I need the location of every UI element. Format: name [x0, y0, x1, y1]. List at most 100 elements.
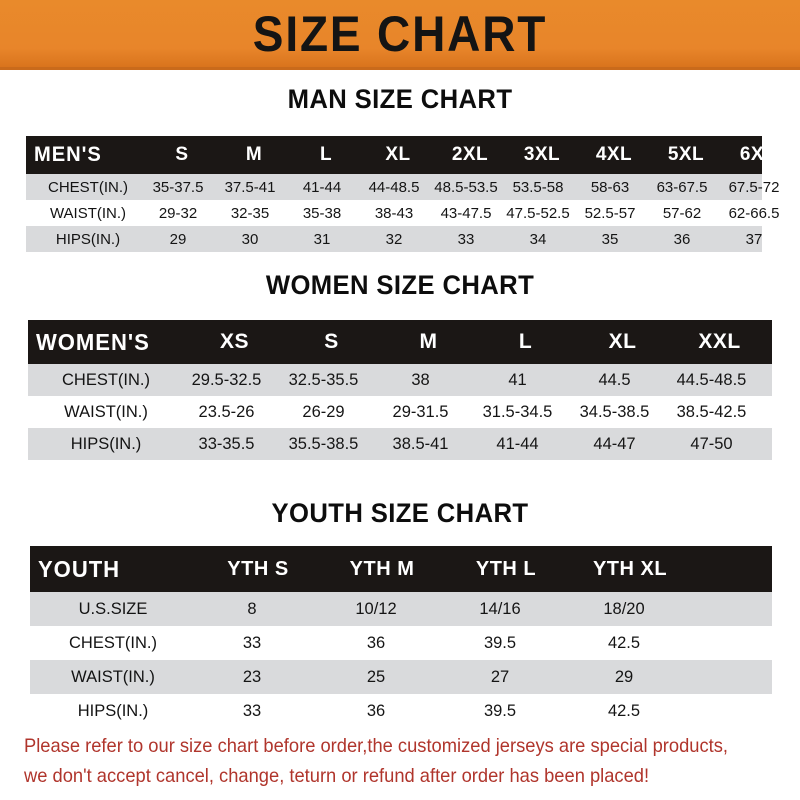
- measurement-value: 18/20: [603, 599, 645, 618]
- column-header-s: S: [175, 144, 189, 165]
- section-title-youth: YOUTH SIZE CHART: [271, 498, 529, 528]
- measurement-value: 44-48.5: [368, 178, 420, 196]
- table-header-label: MEN'S: [34, 143, 102, 166]
- measurement-value: 62-66.5: [728, 204, 780, 222]
- measurement-value: 36: [366, 701, 386, 720]
- measurement-value: 42.5: [607, 633, 641, 652]
- measurement-value: 41: [508, 370, 527, 389]
- measurement-value: 37.5-41: [224, 178, 276, 196]
- measurement-value: 38-43: [374, 204, 414, 222]
- table-row: HIPS(IN.) 29 30 31 32 33 34 35 36 37: [26, 226, 762, 252]
- page-title: SIZE CHART: [252, 5, 548, 62]
- measurement-value: 29.5-32.5: [191, 370, 262, 389]
- table-header-label: YOUTH: [38, 555, 121, 582]
- column-header-l: L: [319, 144, 333, 165]
- measurement-value: 38: [411, 370, 430, 389]
- measurement-value: 33: [242, 633, 262, 652]
- column-header-yth-s: YTH S: [227, 557, 289, 580]
- measurement-value: 27: [490, 667, 510, 686]
- measurement-value: 41-44: [496, 434, 539, 453]
- measurement-value: 63-67.5: [656, 178, 708, 196]
- row-label: HIPS(IN.): [77, 701, 149, 720]
- measurement-value: 32.5-35.5: [288, 370, 359, 389]
- measurement-value: 25: [366, 667, 386, 686]
- measurement-value: 34: [529, 230, 547, 248]
- table-header-row: YOUTH YTH S YTH M YTH L YTH XL: [30, 546, 772, 592]
- measurement-value: 23.5-26: [198, 402, 255, 421]
- row-label: CHEST(IN.): [69, 633, 157, 652]
- measurement-value: 31.5-34.5: [482, 402, 553, 421]
- row-label: CHEST(IN.): [48, 178, 128, 196]
- table-header-row: WOMEN'S XS S M L XL XXL: [28, 320, 772, 364]
- column-header-m: M: [245, 144, 263, 165]
- order-policy-note-line-2: we don't accept cancel, change, teturn o…: [24, 765, 650, 787]
- page-banner: SIZE CHART: [0, 0, 800, 70]
- row-label: WAIST(IN.): [71, 667, 155, 686]
- table-row: HIPS(IN.) 33-35.5 35.5-38.5 38.5-41 41-44 44-…: [28, 428, 772, 460]
- measurement-value: 8: [247, 599, 257, 618]
- column-header-2xl: 2XL: [451, 144, 489, 165]
- measurement-value: 31: [313, 230, 331, 248]
- section-title-women: WOMEN SIZE CHART: [265, 270, 535, 300]
- measurement-value: 32: [385, 230, 403, 248]
- man-size-chart-table: MEN'S S M L XL 2XL 3XL 4XL 5XL 6XL CHEST(IN.) 35-37…: [26, 136, 779, 252]
- measurement-value: 52.5-57: [584, 204, 636, 222]
- measurement-value: 23: [242, 667, 262, 686]
- measurement-value: 26-29: [302, 402, 345, 421]
- measurement-value: 48.5-53.5: [434, 178, 498, 196]
- measurement-value: 37: [745, 230, 763, 248]
- measurement-value: 35: [601, 230, 619, 248]
- row-label: WAIST(IN.): [49, 204, 127, 222]
- column-header-l: L: [518, 330, 533, 353]
- measurement-value: 33-35.5: [198, 434, 255, 453]
- row-label: HIPS(IN.): [55, 230, 121, 248]
- measurement-value: 47.5-52.5: [506, 204, 570, 222]
- column-header-s: S: [324, 330, 339, 353]
- measurement-value: 42.5: [607, 701, 641, 720]
- measurement-value: 39.5: [483, 633, 517, 652]
- column-header-5xl: 5XL: [667, 144, 705, 165]
- row-label: WAIST(IN.): [64, 402, 148, 421]
- table-row: U.S.SIZE 8 10/12 14/16 18/20: [30, 592, 772, 626]
- column-header-3xl: 3XL: [523, 144, 561, 165]
- measurement-value: 14/16: [479, 599, 521, 618]
- measurement-value: 35-38: [302, 204, 342, 222]
- column-header-xs: XS: [219, 330, 249, 353]
- measurement-value: 30: [241, 230, 259, 248]
- youth-size-chart-table: YOUTH YTH S YTH M YTH L YTH XL U.S.SIZE 8 10/12…: [30, 546, 772, 728]
- measurement-value: 29-32: [158, 204, 198, 222]
- table-row: CHEST(IN.) 29.5-32.5 32.5-35.5 38 41 44.5 44.5…: [28, 364, 772, 396]
- measurement-value: 44.5: [598, 370, 631, 389]
- column-header-6xl: 6XL: [739, 144, 777, 165]
- measurement-value: 32-35: [230, 204, 270, 222]
- table-row: WAIST(IN.) 29-32 32-35 35-38 38-43 43-47.5 47.…: [26, 200, 779, 226]
- measurement-value: 57-62: [662, 204, 702, 222]
- column-header-xxl: XXL: [698, 330, 741, 353]
- measurement-value: 10/12: [355, 599, 397, 618]
- table-header-row: MEN'S S M L XL 2XL 3XL 4XL 5XL 6XL: [26, 136, 776, 174]
- table-row: WAIST(IN.) 23.5-26 26-29 29-31.5 31.5-34.5 34…: [28, 396, 772, 428]
- column-header-yth-l: YTH L: [475, 557, 537, 580]
- measurement-value: 35.5-38.5: [288, 434, 359, 453]
- measurement-value: 39.5: [483, 701, 517, 720]
- table-row: HIPS(IN.) 33 36 39.5 42.5: [30, 694, 772, 728]
- measurement-value: 34.5-38.5: [579, 402, 650, 421]
- measurement-value: 35-37.5: [152, 178, 204, 196]
- row-label: CHEST(IN.): [62, 370, 150, 389]
- table-row: CHEST(IN.) 33 36 39.5 42.5: [30, 626, 772, 660]
- measurement-value: 58-63: [590, 178, 630, 196]
- measurement-value: 44.5-48.5: [676, 370, 747, 389]
- order-policy-note: Please refer to our size chart before or…: [24, 731, 735, 791]
- measurement-value: 41-44: [302, 178, 342, 196]
- measurement-value: 29-31.5: [392, 402, 449, 421]
- measurement-value: 33: [242, 701, 262, 720]
- column-header-yth-m: YTH M: [349, 557, 415, 580]
- measurement-value: 36: [673, 230, 691, 248]
- section-title-man: MAN SIZE CHART: [287, 84, 513, 114]
- measurement-value: 44-47: [593, 434, 636, 453]
- table-row: WAIST(IN.) 23 25 27 29: [30, 660, 772, 694]
- measurement-value: 29: [169, 230, 187, 248]
- measurement-value: 36: [366, 633, 386, 652]
- row-label: HIPS(IN.): [70, 434, 142, 453]
- column-header-yth-xl: YTH XL: [592, 557, 668, 580]
